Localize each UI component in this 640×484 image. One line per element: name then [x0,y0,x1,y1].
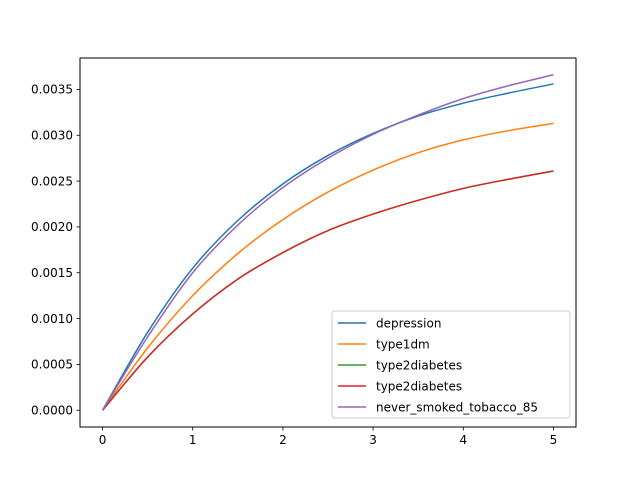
x-tick-label: 4 [459,433,467,447]
y-tick-label: 0.0015 [31,266,73,280]
legend-label-4: never_smoked_tobacco_85 [376,401,538,415]
x-tick-label: 2 [279,433,287,447]
x-axis: 0 1 2 3 4 5 [99,427,558,447]
y-axis: 0.0000 0.0005 0.0010 0.0015 0.0020 0.0025 0.00… [31,83,80,417]
series-lines [101,74,554,411]
legend: depression type1dm type2diabetes type2diabe… [331,310,571,419]
y-tick-label: 0.0000 [31,403,73,417]
y-tick-label: 0.0010 [31,312,73,326]
y-tick-label: 0.0020 [31,220,73,234]
series-line-0 [101,83,554,411]
axes-frame [79,57,577,428]
x-tick-label: 0 [99,433,107,447]
legend-label-1: type1dm [376,338,430,352]
y-tick-label: 0.0030 [31,128,73,142]
x-tick-label: 5 [550,433,558,447]
y-tick-label: 0.0025 [31,174,73,188]
series-line-1 [101,122,554,411]
legend-label-3: type2diabetes [376,380,462,394]
legend-box [331,310,571,419]
x-tick-label: 3 [369,433,377,447]
y-tick-label: 0.0005 [31,358,73,372]
series-line-3 [101,170,554,411]
x-tick-label: 1 [189,433,197,447]
legend-label-2: type2diabetes [376,359,462,373]
y-tick-label: 0.0035 [31,83,73,97]
series-line-4 [101,74,554,411]
legend-label-0: depression [376,317,441,331]
